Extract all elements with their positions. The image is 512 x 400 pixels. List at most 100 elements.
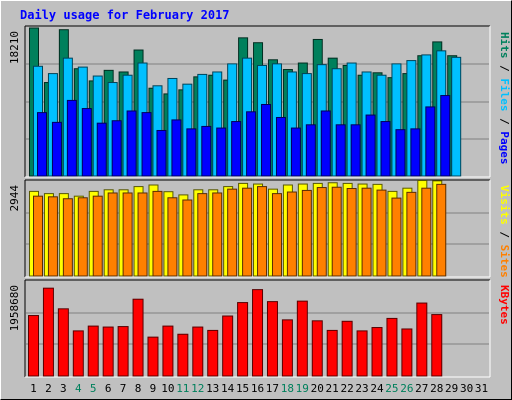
bar-kbytes-day-26: [401, 328, 413, 377]
x-tick-label-day-30: 30: [460, 382, 473, 395]
x-tick-label-day-20: 20: [311, 382, 324, 395]
bar-pages-day-16: [261, 103, 272, 177]
x-tick-label-day-12: 12: [191, 382, 204, 395]
bar-sites-day-5: [92, 195, 103, 277]
bar-kbytes-day-13: [207, 329, 219, 377]
bar-sites-day-28: [436, 183, 447, 277]
bar-kbytes-day-28: [431, 314, 443, 377]
bar-pages-day-10: [171, 119, 182, 177]
bar-sites-day-23: [361, 187, 372, 277]
x-tick-label-day-18: 18: [281, 382, 294, 395]
bar-kbytes-day-19: [296, 300, 308, 377]
bar-sites-day-13: [212, 192, 223, 277]
bar-kbytes-day-25: [386, 317, 398, 377]
bar-pages-day-7: [126, 110, 137, 177]
legend-visits: Visits: [498, 185, 511, 225]
x-tick-label-day-14: 14: [221, 382, 235, 395]
x-tick-label-day-10: 10: [161, 382, 174, 395]
bar-sites-day-16: [257, 186, 268, 277]
bar-kbytes-day-2: [42, 287, 54, 377]
x-tick-label-day-11: 11: [176, 382, 189, 395]
legend-files: Files: [498, 78, 511, 111]
panel-3-y-max-label: 1958680: [8, 285, 21, 331]
panel-2-legend: Visits / Sites: [498, 185, 511, 278]
legend-hits: Hits: [498, 32, 511, 59]
bar-pages-day-15: [246, 111, 257, 177]
bar-kbytes-day-6: [102, 326, 114, 377]
legend-kbytes: KBytes: [498, 285, 511, 325]
x-tick-label-day-9: 9: [150, 382, 157, 395]
bar-sites-day-12: [197, 193, 208, 277]
bar-pages-day-25: [395, 129, 406, 177]
bar-sites-day-17: [271, 193, 282, 277]
bar-pages-day-19: [305, 124, 316, 177]
bar-pages-day-23: [365, 114, 376, 177]
bar-pages-day-12: [201, 125, 212, 177]
legend-separator: /: [498, 59, 511, 79]
bar-kbytes-day-5: [87, 325, 99, 377]
bar-sites-day-8: [137, 192, 148, 277]
x-tick-label-day-25: 25: [385, 382, 398, 395]
bar-pages-day-26: [410, 128, 421, 177]
bar-sites-day-27: [421, 187, 432, 277]
x-tick-label-day-7: 7: [120, 382, 127, 395]
bar-sites-day-22: [346, 188, 357, 277]
bar-pages-day-3: [66, 99, 77, 177]
bar-kbytes-day-4: [72, 330, 84, 377]
legend-pages: Pages: [498, 131, 511, 164]
panel-2-y-max-label: 2944: [8, 185, 21, 212]
bar-kbytes-day-18: [281, 319, 293, 377]
x-tick-label-day-19: 19: [296, 382, 309, 395]
bar-kbytes-day-7: [117, 326, 129, 377]
bar-sites-day-21: [331, 186, 342, 277]
bar-kbytes-day-17: [266, 301, 278, 377]
bar-kbytes-day-16: [252, 289, 264, 377]
bar-sites-day-3: [62, 198, 73, 277]
bar-kbytes-day-10: [162, 325, 174, 377]
bar-sites-day-25: [391, 197, 402, 277]
bar-sites-day-6: [107, 192, 118, 277]
panel-1-legend: Hits / Files / Pages: [498, 32, 511, 165]
x-tick-label-day-3: 3: [60, 382, 67, 395]
x-tick-label-day-31: 31: [475, 382, 488, 395]
x-tick-label-day-29: 29: [445, 382, 458, 395]
legend-separator: /: [498, 225, 511, 245]
bar-pages-day-14: [231, 121, 242, 177]
bar-pages-day-9: [156, 129, 167, 177]
x-tick-label-day-27: 27: [415, 382, 428, 395]
x-tick-label-day-5: 5: [90, 382, 97, 395]
bar-kbytes-day-8: [132, 298, 144, 377]
chart-title: Daily usage for February 2017: [20, 8, 230, 22]
bar-pages-day-11: [186, 128, 197, 177]
bar-kbytes-day-3: [57, 308, 69, 377]
x-tick-label-day-1: 1: [30, 382, 37, 395]
x-tick-label-day-17: 17: [266, 382, 279, 395]
bar-pages-day-13: [216, 127, 227, 177]
x-tick-label-day-26: 26: [400, 382, 413, 395]
bar-kbytes-day-9: [147, 336, 159, 377]
bar-pages-day-18: [290, 127, 301, 177]
bar-sites-day-15: [242, 187, 253, 277]
x-tick-label-day-8: 8: [135, 382, 142, 395]
bar-sites-day-24: [376, 189, 387, 277]
bar-sites-day-19: [301, 189, 312, 277]
bar-pages-day-27: [425, 106, 436, 177]
bar-sites-day-2: [47, 196, 58, 277]
bar-pages-day-28: [440, 95, 451, 177]
bar-kbytes-day-22: [341, 320, 353, 377]
x-tick-label-day-16: 16: [251, 382, 264, 395]
bar-pages-day-6: [111, 120, 122, 177]
bar-pages-day-8: [141, 112, 152, 177]
bar-pages-day-20: [320, 110, 331, 177]
x-tick-label-day-22: 22: [340, 382, 353, 395]
legend-separator: /: [498, 112, 511, 132]
bar-files-day-29: [451, 56, 462, 177]
bar-kbytes-day-24: [371, 327, 383, 377]
x-tick-label-day-28: 28: [430, 382, 443, 395]
x-tick-label-day-13: 13: [206, 382, 219, 395]
panel-1-y-max-label: 18210: [8, 31, 21, 64]
x-tick-label-day-6: 6: [105, 382, 112, 395]
bar-kbytes-day-12: [192, 326, 204, 377]
bar-pages-day-5: [96, 122, 107, 177]
